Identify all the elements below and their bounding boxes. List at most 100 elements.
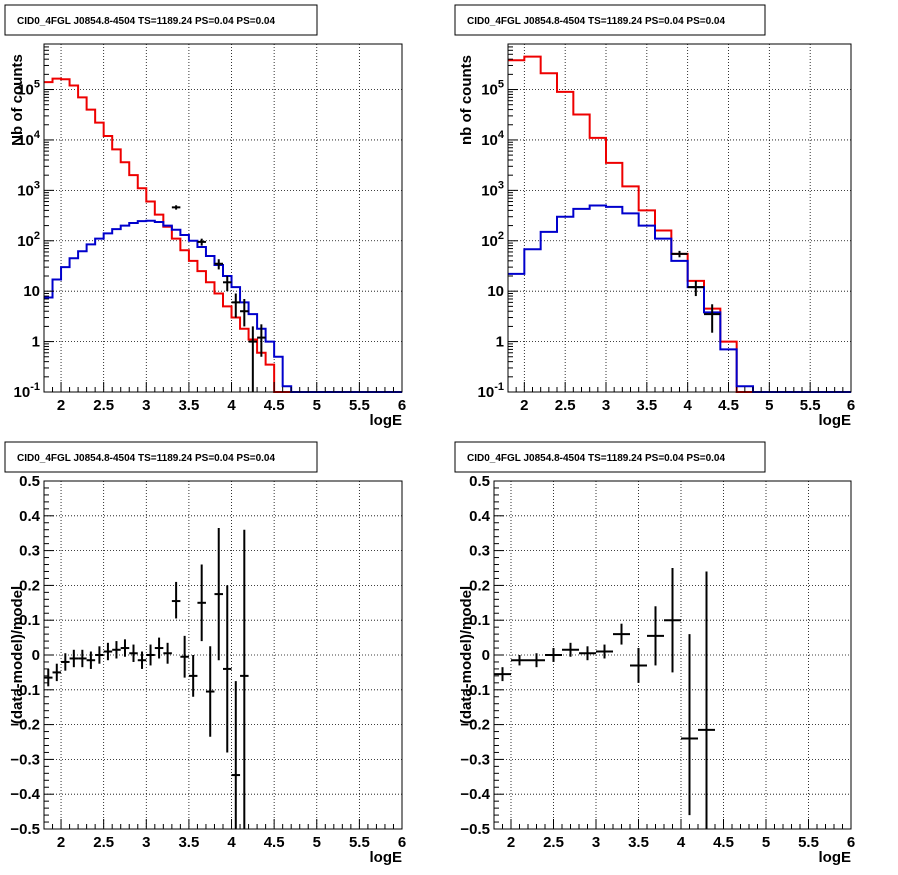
y-axis-label: nb of counts <box>458 55 475 145</box>
y-axis-label: (data-model)/model <box>458 586 475 724</box>
x-axis-label: logE <box>819 849 852 866</box>
chart-panel-top-left: CID0_4FGL J0854.8-4504 TS=1189.24 PS=0.0… <box>4 4 406 429</box>
data-point <box>129 644 138 662</box>
y-tick-label: 0.1 <box>19 612 40 629</box>
x-tick-label: 3.5 <box>178 397 199 414</box>
x-tick-label: 3.5 <box>178 834 199 851</box>
x-tick-label: 2.5 <box>555 397 576 414</box>
x-tick-label: 2 <box>57 834 65 851</box>
data-point <box>171 581 181 619</box>
y-tick-label: 1 <box>496 334 504 351</box>
y-tick-label: 0.2 <box>19 577 40 594</box>
x-tick-label: 4.5 <box>264 397 285 414</box>
data-point <box>257 324 266 357</box>
data-point <box>579 646 596 661</box>
y-tick-label: 10-1 <box>14 381 40 401</box>
x-tick-label: 4.5 <box>713 834 734 851</box>
data-point <box>120 639 130 657</box>
y-tick-label: 1 <box>32 334 40 351</box>
data-point <box>103 642 113 661</box>
chart-title: CID0_4FGL J0854.8-4504 TS=1189.24 PS=0.0… <box>467 453 725 464</box>
x-tick-label: 5 <box>313 397 321 414</box>
data-points <box>171 205 266 392</box>
y-tick-label: 102 <box>481 230 504 250</box>
data-point <box>78 649 87 668</box>
data-point <box>223 276 232 292</box>
y-tick-label: 105 <box>17 79 40 99</box>
y-tick-label: −0.2 <box>460 717 490 734</box>
data-point <box>188 655 198 697</box>
y-tick-label: 0.3 <box>469 543 490 560</box>
y-tick-label: 0.1 <box>469 612 490 629</box>
chart-title: CID0_4FGL J0854.8-4504 TS=1189.24 PS=0.0… <box>17 16 275 27</box>
chart-title: CID0_4FGL J0854.8-4504 TS=1189.24 PS=0.0… <box>467 16 725 27</box>
y-tick-label: 104 <box>481 129 505 149</box>
data-point <box>112 641 121 659</box>
data-point <box>205 646 215 737</box>
data-point <box>545 648 562 662</box>
y-tick-label: −0.4 <box>460 786 490 803</box>
plot-frame <box>43 43 403 393</box>
data-point <box>214 527 223 661</box>
y-tick-label: 102 <box>17 230 40 250</box>
chart-title: CID0_4FGL J0854.8-4504 TS=1189.24 PS=0.0… <box>17 453 275 464</box>
y-tick-label: −0.3 <box>10 751 40 768</box>
y-tick-label: 0.4 <box>19 508 41 525</box>
x-tick-label: 3 <box>592 834 600 851</box>
x-tick-label: 6 <box>847 397 855 414</box>
x-tick-label: 5 <box>313 834 321 851</box>
y-tick-label: 0.4 <box>469 508 491 525</box>
data-point <box>69 649 79 668</box>
data-point <box>154 637 164 659</box>
data-point <box>163 642 172 664</box>
data-point <box>223 585 232 753</box>
grid <box>44 44 402 392</box>
data-point <box>630 648 647 683</box>
x-tick-label: 5.5 <box>800 397 821 414</box>
y-axis: −0.5 −0.4 −0.3 −0.2 −0.1 0 0.1 0.2 0.3 0.4 0.5 (dat… <box>458 473 504 838</box>
y-tick-label: 0.5 <box>19 473 40 490</box>
data-point <box>231 681 241 829</box>
data-point <box>214 259 223 270</box>
chart-panel-top-right: CID0_4FGL J0854.8-4504 TS=1189.24 PS=0.0… <box>454 4 855 429</box>
series-line-model <box>44 77 402 393</box>
y-tick-label: −0.1 <box>10 682 40 699</box>
x-axis-label: logE <box>819 412 852 429</box>
x-tick-label: 4.5 <box>718 397 739 414</box>
y-tick-label: 10 <box>487 283 504 300</box>
x-tick-label: 4 <box>677 834 686 851</box>
data-point <box>86 651 96 669</box>
x-tick-label: 3.5 <box>628 834 649 851</box>
data-point <box>231 293 241 318</box>
y-axis: 10-1 1 10 102 103 104 105 nb of counts <box>458 43 518 401</box>
data-point <box>528 653 545 668</box>
plot-frame <box>507 43 852 393</box>
data-point <box>61 653 70 671</box>
x-axis-label: logE <box>370 412 403 429</box>
x-tick-label: 3 <box>142 397 150 414</box>
chart-title-box <box>454 441 766 473</box>
x-tick-label: 5 <box>762 834 770 851</box>
data-points <box>494 568 715 829</box>
data-point <box>664 568 681 673</box>
y-tick-label: 103 <box>17 179 40 199</box>
chart-panel-bottom-right: CID0_4FGL J0854.8-4504 TS=1189.24 PS=0.0… <box>454 441 855 866</box>
data-point <box>671 250 688 258</box>
data-point <box>494 667 511 682</box>
y-axis-label: (data-model)/model <box>9 586 26 724</box>
x-tick-label: 5.5 <box>798 834 819 851</box>
data-point <box>240 298 249 327</box>
data-point <box>146 644 155 666</box>
x-tick-label: 2 <box>57 397 65 414</box>
x-tick-label: 4 <box>227 834 236 851</box>
y-tick-label: 0 <box>32 647 40 664</box>
x-tick-label: 2 <box>520 397 528 414</box>
data-points <box>44 527 249 829</box>
y-tick-label: −0.5 <box>10 821 40 838</box>
x-tick-label: 3 <box>142 834 150 851</box>
data-point <box>197 238 206 246</box>
x-tick-label: 4.5 <box>264 834 285 851</box>
